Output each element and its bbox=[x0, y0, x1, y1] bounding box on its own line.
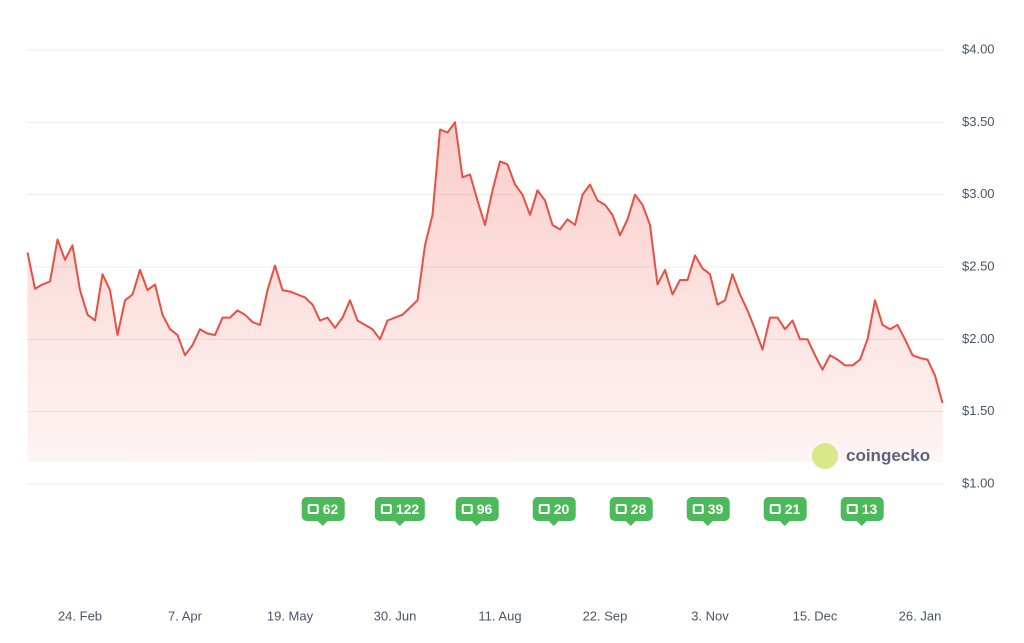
y-tick-label: $1.50 bbox=[962, 403, 995, 418]
y-tick-label: $4.00 bbox=[962, 41, 995, 56]
watermark: coingecko bbox=[812, 443, 930, 469]
x-tick-label: 15. Dec bbox=[793, 608, 838, 623]
price-line bbox=[26, 121, 944, 404]
news-count: 39 bbox=[707, 501, 724, 517]
news-icon bbox=[615, 504, 627, 514]
news-badge[interactable]: 13 bbox=[840, 497, 884, 526]
news-count: 20 bbox=[553, 501, 570, 517]
x-tick-label: 22. Sep bbox=[583, 608, 628, 623]
news-badge[interactable]: 39 bbox=[686, 497, 730, 526]
news-count: 13 bbox=[861, 501, 878, 517]
y-tick-label: $2.50 bbox=[962, 258, 995, 273]
news-icon bbox=[461, 504, 473, 514]
x-tick-label: 30. Jun bbox=[374, 608, 417, 623]
news-count: 96 bbox=[476, 501, 493, 517]
x-tick-label: 26. Jan bbox=[899, 608, 942, 623]
news-count: 122 bbox=[395, 501, 420, 517]
logo bbox=[812, 443, 838, 469]
news-icon bbox=[846, 504, 858, 514]
news-badge[interactable]: 21 bbox=[763, 497, 807, 526]
news-badge[interactable]: 28 bbox=[609, 497, 653, 526]
news-badge[interactable]: 122 bbox=[374, 497, 426, 526]
news-icon bbox=[692, 504, 704, 514]
news-icon bbox=[307, 504, 319, 514]
y-tick-label: $3.50 bbox=[962, 114, 995, 129]
area bbox=[27, 122, 943, 463]
news-count: 28 bbox=[630, 501, 647, 517]
y-tick-label: $3.00 bbox=[962, 186, 995, 201]
news-count: 21 bbox=[784, 501, 801, 517]
news-count: 62 bbox=[322, 501, 339, 517]
x-tick-label: 11. Aug bbox=[478, 608, 521, 623]
watermark-text: coingecko bbox=[846, 446, 931, 465]
y-tick-label: $1.00 bbox=[962, 475, 995, 490]
x-tick-label: 7. Apr bbox=[168, 608, 203, 623]
news-icon bbox=[769, 504, 781, 514]
y-tick-label: $2.00 bbox=[962, 331, 995, 346]
news-badge[interactable]: 62 bbox=[301, 497, 345, 526]
x-tick-label: 3. Nov bbox=[691, 608, 729, 623]
news-badge[interactable]: 96 bbox=[455, 497, 499, 526]
x-tick-label: 19. May bbox=[267, 608, 314, 623]
news-icon bbox=[380, 504, 392, 514]
news-badge[interactable]: 20 bbox=[532, 497, 576, 526]
news-icon bbox=[538, 504, 550, 514]
x-tick-label: 24. Feb bbox=[58, 608, 102, 623]
